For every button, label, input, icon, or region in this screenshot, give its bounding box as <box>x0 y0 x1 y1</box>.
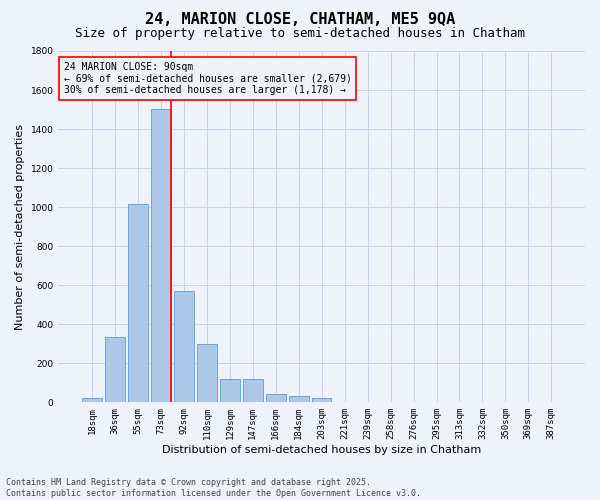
Bar <box>174 291 194 403</box>
Bar <box>312 398 331 402</box>
Text: Size of property relative to semi-detached houses in Chatham: Size of property relative to semi-detach… <box>75 28 525 40</box>
Bar <box>266 394 286 402</box>
Bar <box>289 396 308 402</box>
Bar <box>220 379 239 402</box>
Bar <box>82 398 102 402</box>
Text: 24 MARION CLOSE: 90sqm
← 69% of semi-detached houses are smaller (2,679)
30% of : 24 MARION CLOSE: 90sqm ← 69% of semi-det… <box>64 62 352 94</box>
Text: 24, MARION CLOSE, CHATHAM, ME5 9QA: 24, MARION CLOSE, CHATHAM, ME5 9QA <box>145 12 455 28</box>
Bar <box>106 337 125 402</box>
Bar <box>243 379 263 402</box>
Bar <box>197 344 217 403</box>
Bar <box>151 108 171 403</box>
X-axis label: Distribution of semi-detached houses by size in Chatham: Distribution of semi-detached houses by … <box>162 445 481 455</box>
Y-axis label: Number of semi-detached properties: Number of semi-detached properties <box>15 124 25 330</box>
Bar <box>128 204 148 402</box>
Text: Contains HM Land Registry data © Crown copyright and database right 2025.
Contai: Contains HM Land Registry data © Crown c… <box>6 478 421 498</box>
